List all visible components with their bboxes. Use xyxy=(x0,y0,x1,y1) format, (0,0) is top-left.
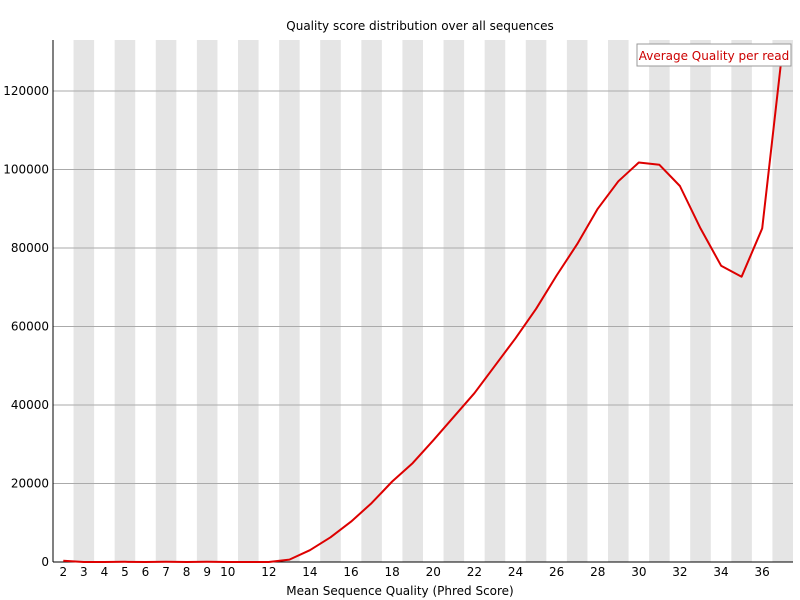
chart-title: Quality score distribution over all sequ… xyxy=(286,19,553,33)
x-tick-label: 36 xyxy=(755,565,770,579)
x-tick-label: 30 xyxy=(631,565,646,579)
band-column xyxy=(772,40,793,562)
x-tick-label: 4 xyxy=(101,565,109,579)
band-column xyxy=(690,40,711,562)
y-tick-labels: 0 20000 40000 60000 80000 100000 120000 xyxy=(3,84,49,569)
y-tick-label: 100000 xyxy=(3,163,49,177)
band-column xyxy=(566,40,588,562)
x-tick-label: 32 xyxy=(672,565,687,579)
band-column xyxy=(525,40,547,562)
y-tick-label: 60000 xyxy=(11,320,49,334)
band-column xyxy=(238,40,259,562)
x-tick-label: 14 xyxy=(302,565,317,579)
x-tick-label: 9 xyxy=(203,565,211,579)
x-axis-label: Mean Sequence Quality (Phred Score) xyxy=(286,584,514,598)
band-column xyxy=(484,40,506,562)
band-column xyxy=(196,40,218,562)
band-column xyxy=(402,40,423,562)
band-column xyxy=(361,40,382,562)
x-tick-labels: 2 3 4 5 6 7 8 9 10 12 14 16 18 20 22 24 26 28 30 32 34 36 xyxy=(59,565,769,579)
y-tick-label: 0 xyxy=(41,555,49,569)
band-column xyxy=(73,40,95,562)
band-column xyxy=(320,40,341,562)
band-column xyxy=(155,40,177,562)
x-tick-label: 7 xyxy=(162,565,170,579)
x-tick-label: 10 xyxy=(220,565,235,579)
band-column xyxy=(443,40,465,562)
band-column xyxy=(114,40,136,562)
x-tick-label: 34 xyxy=(713,565,728,579)
x-tick-label: 12 xyxy=(261,565,276,579)
x-tick-label: 5 xyxy=(121,565,129,579)
legend-label: Average Quality per read xyxy=(639,49,790,63)
band-column xyxy=(608,40,629,562)
legend: Average Quality per read xyxy=(636,43,792,67)
y-tick-label: 40000 xyxy=(11,398,49,412)
x-tick-label: 2 xyxy=(59,565,67,579)
x-tick-label: 24 xyxy=(508,565,523,579)
horizontal-gridlines xyxy=(53,90,793,485)
series-group xyxy=(63,47,784,563)
x-tick-label: 6 xyxy=(142,565,150,579)
x-tick-label: 26 xyxy=(549,565,564,579)
x-tick-label: 3 xyxy=(80,565,88,579)
series-line-average-quality xyxy=(63,47,784,563)
x-tick-label: 8 xyxy=(183,565,191,579)
y-tick-label: 20000 xyxy=(11,477,49,491)
background-bands xyxy=(73,40,793,562)
x-tick-label: 18 xyxy=(385,565,400,579)
x-tick-label: 20 xyxy=(426,565,441,579)
band-column xyxy=(731,40,752,562)
y-tick-label: 80000 xyxy=(11,241,49,255)
x-tick-label: 22 xyxy=(467,565,482,579)
x-tick-label: 16 xyxy=(343,565,358,579)
x-tick-label: 28 xyxy=(590,565,605,579)
y-tick-label: 120000 xyxy=(3,84,49,98)
band-column xyxy=(279,40,300,562)
legend-box xyxy=(636,43,792,67)
